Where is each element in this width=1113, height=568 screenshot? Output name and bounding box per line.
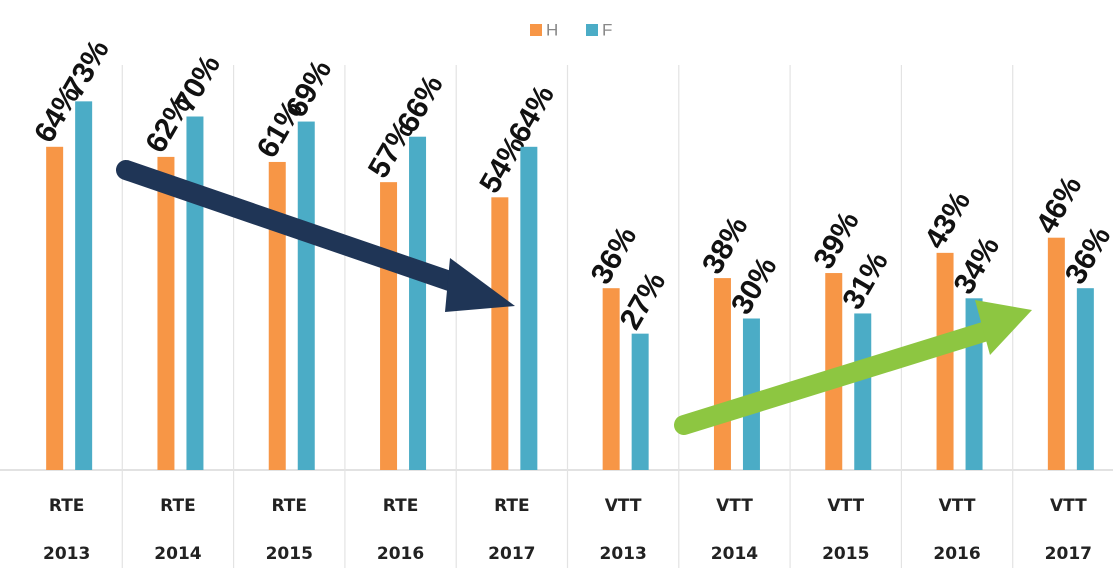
x-tick-label-group: RTE xyxy=(383,496,419,516)
x-tick-label-year: 2015 xyxy=(822,544,869,564)
bar xyxy=(602,288,620,470)
bar xyxy=(186,116,204,470)
x-tick-label-year: 2017 xyxy=(488,544,535,564)
x-tick-label-group: RTE xyxy=(160,496,196,516)
bar xyxy=(1076,288,1094,470)
bar xyxy=(713,278,731,470)
legend-label: F xyxy=(602,20,612,39)
bar xyxy=(491,197,509,471)
legend-swatch xyxy=(586,24,598,36)
bar xyxy=(936,252,954,470)
x-tick-label-year: 2016 xyxy=(377,544,424,564)
x-tick-label-year: 2014 xyxy=(154,544,201,564)
data-label: 27% xyxy=(614,267,673,336)
x-tick-label-group: VTT xyxy=(939,496,976,516)
x-tick-label-year: 2015 xyxy=(266,544,313,564)
bar xyxy=(1047,237,1065,470)
x-tick-label-group: RTE xyxy=(494,496,530,516)
x-tick-label-year: 2013 xyxy=(599,544,646,564)
bar xyxy=(46,146,64,471)
x-tick-label-group: VTT xyxy=(1050,496,1087,516)
bar xyxy=(380,182,398,470)
bar xyxy=(75,101,93,470)
x-tick-label-year: 2014 xyxy=(711,544,758,564)
x-tick-label-group: VTT xyxy=(605,496,642,516)
data-label: 36% xyxy=(1059,221,1113,290)
bar xyxy=(409,136,427,470)
data-label: 43% xyxy=(919,186,978,255)
trend-arrow-down xyxy=(116,160,515,312)
x-tick-label-group: RTE xyxy=(271,496,307,516)
data-label: 70% xyxy=(168,49,227,118)
legend-label: H xyxy=(546,20,558,39)
bar xyxy=(854,313,872,470)
bar xyxy=(157,156,175,470)
data-label: 36% xyxy=(585,221,644,290)
x-tick-label-group: VTT xyxy=(716,496,753,516)
x-tick-label-group: RTE xyxy=(49,496,85,516)
data-label: 34% xyxy=(948,231,1007,300)
bar xyxy=(268,161,286,470)
x-tick-label-year: 2016 xyxy=(933,544,980,564)
x-tick-label-year: 2017 xyxy=(1045,544,1092,564)
bar xyxy=(297,121,315,471)
data-label: 46% xyxy=(1030,171,1089,240)
legend-swatch xyxy=(530,24,542,36)
bar xyxy=(631,333,649,470)
trend-arrow-up xyxy=(674,300,1032,435)
x-tick-label-year: 2013 xyxy=(43,544,90,564)
bar xyxy=(520,146,538,471)
x-tick-label-group: VTT xyxy=(827,496,864,516)
